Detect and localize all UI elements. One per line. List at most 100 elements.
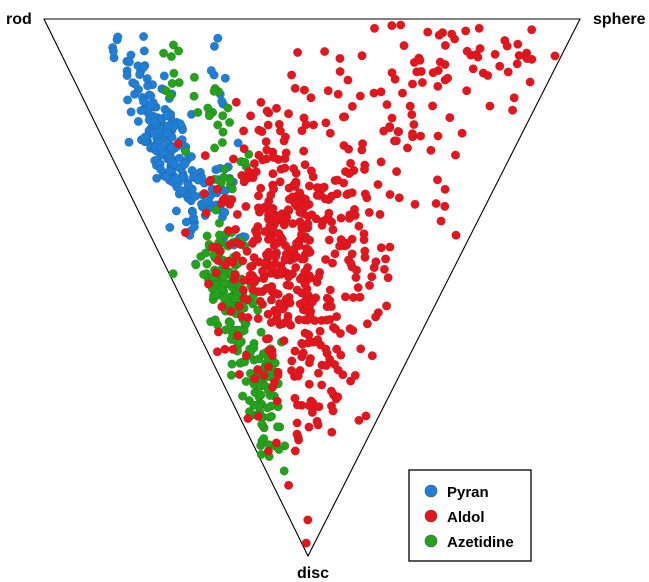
data-point-aldol [379,264,389,274]
data-point-aldol [262,106,272,116]
data-point-aldol [451,230,461,240]
data-point-pyran [162,128,172,138]
data-point-azetidine [259,434,269,444]
data-point-aldol [396,20,406,30]
data-point-aldol [283,315,293,325]
data-point-azetidine [249,400,259,410]
data-point-aldol [371,257,381,267]
data-point-aldol [250,374,260,384]
data-point-aldol [333,392,343,402]
data-point-aldol [314,272,324,282]
data-point-aldol [232,209,242,219]
data-point-aldol [230,270,240,280]
data-point-aldol [525,77,535,87]
data-point-aldol [509,93,519,103]
data-point-aldol [207,242,217,252]
data-point-aldol [258,155,268,165]
data-point-azetidine [181,147,191,157]
data-point-aldol [284,272,294,282]
data-point-aldol [468,64,478,74]
data-point-aldol [314,402,324,412]
data-point-aldol [440,201,450,211]
data-point-aldol [345,324,355,334]
data-point-aldol [508,105,518,115]
data-point-pyran [189,222,199,232]
data-point-azetidine [166,91,176,101]
legend-label-aldol: Aldol [447,509,485,526]
legend-label-pyran: Pyran [447,484,489,501]
data-point-aldol [490,49,500,59]
data-point-azetidine [267,411,277,421]
data-point-aldol [305,336,315,346]
data-point-pyran [186,152,196,162]
data-point-aldol [351,273,361,283]
data-point-aldol [304,379,314,389]
data-point-aldol [286,245,296,255]
vertex-label-sphere: sphere [593,11,646,28]
data-point-pyran [152,173,162,183]
data-point-pyran [174,153,184,163]
data-point-pyran [156,143,166,153]
data-point-aldol [428,68,438,78]
data-point-aldol [300,267,310,277]
data-point-aldol [256,183,266,193]
data-point-azetidine [218,111,228,121]
data-point-aldol [340,292,350,302]
data-point-pyran [133,116,143,126]
data-point-aldol [267,351,277,361]
data-point-pyran [139,46,149,56]
data-point-aldol [383,273,393,283]
data-point-aldol [291,178,301,188]
data-point-aldol [249,159,259,169]
data-point-pyran [124,137,134,147]
data-point-aldol [301,120,311,130]
data-point-aldol [333,89,343,99]
data-point-aldol [338,112,348,122]
data-point-aldol [180,228,190,238]
data-point-aldol [462,86,472,96]
data-point-pyran [171,174,181,184]
data-point-pyran [124,57,134,67]
data-point-aldol [228,258,238,268]
data-point-aldol [475,44,485,54]
data-point-azetidine [217,137,227,147]
data-point-aldol [350,370,360,380]
data-point-aldol [304,401,314,411]
data-point-aldol [293,47,303,57]
data-point-azetidine [227,359,237,369]
data-point-aldol [394,193,404,203]
data-point-azetidine [168,40,178,50]
data-point-aldol [239,275,249,285]
data-point-aldol [527,54,537,64]
data-point-aldol [290,446,300,456]
data-point-aldol [267,234,277,244]
data-point-azetidine [210,315,220,325]
data-point-pyran [138,96,148,106]
data-point-aldol [344,213,354,223]
data-point-aldol [248,285,258,295]
data-point-aldol [259,370,269,380]
data-point-pyran [188,207,198,217]
data-point-aldol [292,429,302,439]
data-point-aldol [217,302,227,312]
data-point-aldol [392,167,402,177]
data-point-pyran [181,217,191,227]
data-point-aldol [295,188,305,198]
data-point-aldol [423,27,433,37]
data-point-aldol [495,61,505,71]
data-point-aldol [360,189,370,199]
data-point-aldol [246,111,256,121]
data-point-azetidine [202,231,212,241]
data-point-aldol [387,68,397,78]
data-point-aldol [451,150,461,160]
data-point-aldol [269,184,279,194]
data-point-aldol [307,210,317,220]
data-point-aldol [261,334,271,344]
data-point-aldol [347,188,357,198]
data-point-pyran [177,186,187,196]
data-point-azetidine [189,91,199,101]
data-point-aldol [376,87,386,97]
legend: Pyran Aldol Azetidine [408,469,532,562]
data-point-aldol [330,359,340,369]
data-point-aldol [485,101,495,111]
